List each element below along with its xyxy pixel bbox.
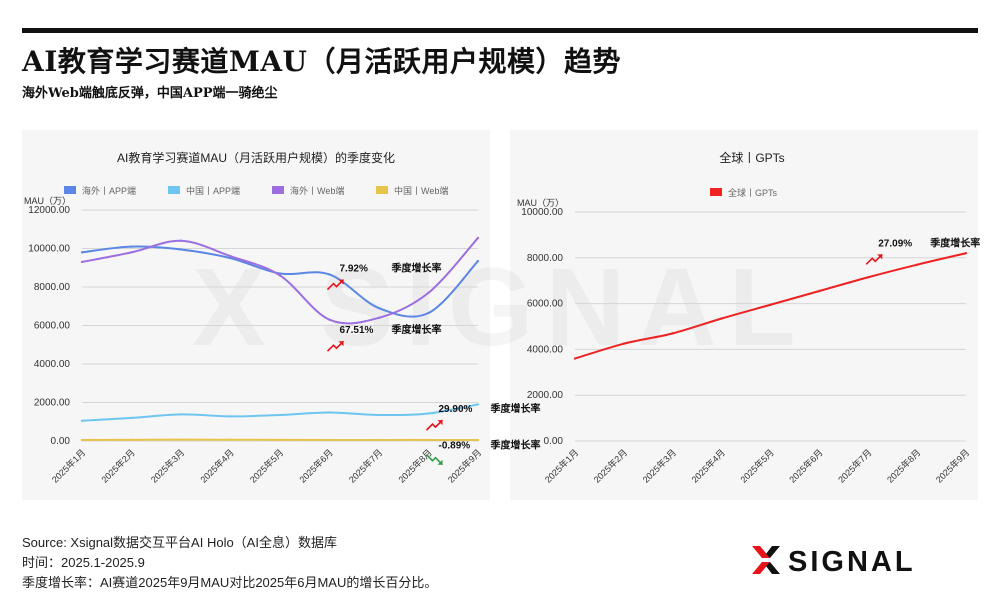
page-subtitle: 海外Web端触底反弹，中国APP端一骑绝尘 bbox=[22, 82, 278, 101]
page-title: AI教育学习赛道MAU（月活跃用户规模）趋势 bbox=[22, 40, 621, 80]
xsignal-logo: SIGNAL bbox=[752, 546, 977, 574]
top-rule bbox=[22, 28, 978, 33]
chart-panel-right bbox=[510, 130, 978, 500]
xsignal-logo-mark-icon bbox=[752, 546, 780, 574]
source-note: Source: Xsignal数据交互平台AI Holo（AI全息）数据库 bbox=[22, 532, 337, 551]
xsignal-logo-text: SIGNAL bbox=[788, 546, 916, 574]
chart-panel-left bbox=[22, 130, 490, 500]
growth-rate-note: 季度增长率：AI赛道2025年9月MAU对比2025年6月MAU的增长百分比。 bbox=[22, 572, 437, 591]
time-note: 时间：2025.1-2025.9 bbox=[22, 552, 145, 571]
